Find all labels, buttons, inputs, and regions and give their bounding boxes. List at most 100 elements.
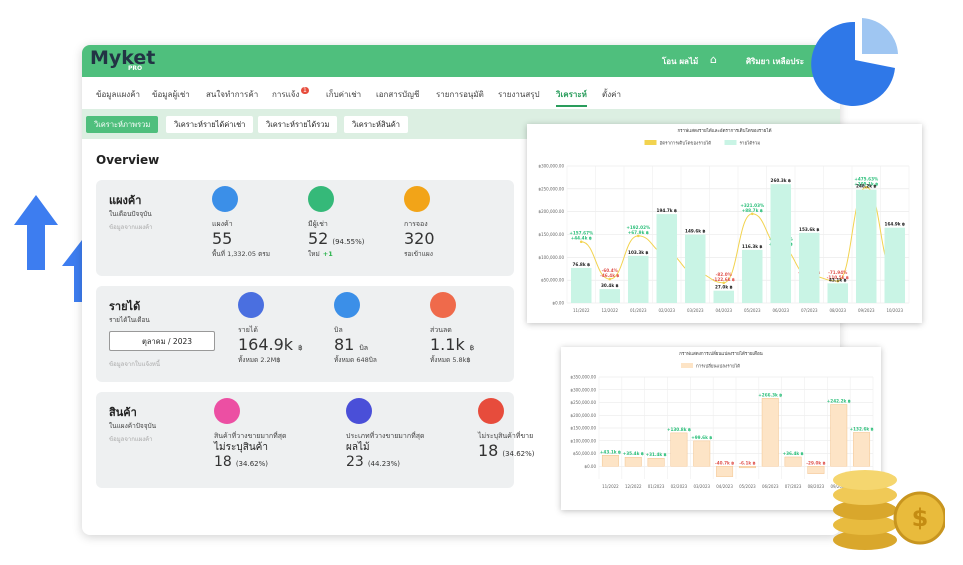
legend-swatch xyxy=(644,140,657,145)
stat-percent: (44.23%) xyxy=(367,460,400,468)
legend-label: อัตราการเติบโตของรายได้ xyxy=(660,140,712,147)
section-title: รายได้ xyxy=(109,300,141,313)
stat-name: ผลไม้ xyxy=(346,442,370,453)
x-tick-label: 04/2023 xyxy=(715,308,732,313)
section-source: ข้อมูลจากแผงค้า xyxy=(109,224,153,231)
x-tick-label: 05/2023 xyxy=(739,484,756,489)
growth-label: +192.02% xyxy=(626,225,651,230)
y-tick-label: ฿250,000.00 xyxy=(571,400,597,405)
stat-percent: (94.55%) xyxy=(332,238,365,246)
y-tick-label: ฿250,000.00 xyxy=(539,186,565,191)
nav-item[interactable]: วิเคราะห์ xyxy=(556,88,587,107)
x-tick-label: 05/2023 xyxy=(744,308,761,313)
chart-panel: กราฟแสดงรายได้และอัตราการเติบโตของรายได้… xyxy=(527,124,922,323)
y-tick-label: ฿100,000.00 xyxy=(571,438,597,443)
stat-note: รอเข้าแผง xyxy=(404,249,433,259)
bar xyxy=(830,404,848,467)
y-tick-label: ฿50,000.00 xyxy=(541,278,564,283)
sub-tab[interactable]: วิเคราะห์สินค้า xyxy=(344,116,408,133)
change-label: +67.9k ฿ xyxy=(628,230,649,235)
change-label: +44.4k ฿ xyxy=(571,236,592,241)
overview-section: สินค้า ในแผงค้าปัจจุบัน ข้อมูลจากแผงค้า สิน… xyxy=(96,392,535,488)
growth-label: -71.94% xyxy=(828,270,848,275)
bar-label: +130.8k ฿ xyxy=(667,427,691,432)
nav-item[interactable]: รายการอนุมัติ xyxy=(436,90,484,99)
growth-label: +157.67% xyxy=(569,231,594,236)
x-tick-label: 09/2023 xyxy=(830,484,847,489)
x-tick-label: 08/2023 xyxy=(829,308,846,313)
nav-item[interactable]: เก็บค่าเช่า xyxy=(326,90,362,99)
y-tick-label: ฿350,000.00 xyxy=(571,375,597,380)
sub-tab[interactable]: วิเคราะห์รายได้รวม xyxy=(258,116,338,133)
home-icon[interactable]: ⌂ xyxy=(710,53,717,66)
chart-title: กราฟแสดงรายได้และอัตราการเติบโตของรายได้ xyxy=(677,127,771,134)
y-tick-label: ฿300,000.00 xyxy=(571,387,597,392)
stat-label: การจอง xyxy=(404,220,428,228)
nav-item[interactable]: ตั้งค่า xyxy=(602,90,621,99)
bar-label: +35.4k ฿ xyxy=(623,451,644,456)
y-tick-label: ฿100,000.00 xyxy=(539,255,565,260)
change-label: -110.5k ฿ xyxy=(827,275,849,280)
date-picker[interactable]: ตุลาคม / 2023 xyxy=(109,331,215,351)
stat-label: ส่วนลด xyxy=(430,326,452,334)
growth-point xyxy=(722,281,726,285)
bar-label: +266.3k ฿ xyxy=(758,392,782,397)
store-name[interactable]: โอน ผลไม้ xyxy=(662,57,699,66)
nav-badge: 1 xyxy=(301,87,309,94)
stat-note: ทั้งหมด 5.8k฿ xyxy=(430,355,471,365)
x-tick-label: 06/2023 xyxy=(762,484,779,489)
overview-section: แผงค้า ในเดือนปัจจุบัน ข้อมูลจากแผงค้า แผงค… xyxy=(96,180,514,276)
growth-point xyxy=(864,185,868,189)
growth-label: -82.0% xyxy=(716,272,733,277)
nav-item[interactable]: ข้อมูลผู้เช่า xyxy=(152,90,190,99)
stat-icon xyxy=(404,186,430,212)
section-subtitle: ในแผงค้าปัจจุบัน xyxy=(109,422,157,430)
user-name[interactable]: ศิริมยา เหลือประ xyxy=(746,57,804,66)
x-tick-label: 06/2023 xyxy=(772,308,789,313)
x-tick-label: 07/2023 xyxy=(785,484,802,489)
x-tick-label: 02/2023 xyxy=(671,484,688,489)
x-tick-label: 01/2023 xyxy=(648,484,665,489)
bar xyxy=(624,456,642,467)
stat-value: 52 (94.55%) xyxy=(308,229,365,248)
sub-tab[interactable]: วิเคราะห์ภาพรวม xyxy=(86,116,159,133)
change-label: +205.1k ฿ xyxy=(854,181,878,186)
x-tick-label: 03/2023 xyxy=(687,308,704,313)
bar xyxy=(853,432,871,467)
overview-section: รายได้ รายได้ในเดือน ตุลาคม / 2023 ข้อมูลจา… xyxy=(96,286,514,382)
stat-label: มีผู้เช่า xyxy=(308,220,328,228)
nav-item[interactable]: การแจ้ง xyxy=(272,90,300,99)
bar xyxy=(738,466,756,469)
x-tick-label: 03/2023 xyxy=(693,484,710,489)
bar xyxy=(684,234,706,303)
nav-item[interactable]: ข้อมูลแผงค้า xyxy=(96,90,141,99)
bar-label: -6.1k ฿ xyxy=(739,460,755,465)
stat-number: 1.1k xyxy=(430,335,465,354)
bar-label: 116.3k ฿ xyxy=(742,244,762,249)
logo: Myket xyxy=(90,47,156,69)
nav-item[interactable]: สนใจทำการค้า xyxy=(206,90,259,99)
nav-bar: ข้อมูลแผงค้า ข้อมูลผู้เช่า สนใจทำการค้า การ… xyxy=(82,77,840,107)
growth-point xyxy=(579,240,583,244)
x-tick-label: 08/2023 xyxy=(808,484,825,489)
growth-point xyxy=(636,234,640,238)
bar-label: +31.4k ฿ xyxy=(646,452,667,457)
stat-note: ใหม่ +1 xyxy=(308,249,333,259)
bar xyxy=(770,184,792,303)
logo-sub: PRO xyxy=(128,65,143,72)
section-subtitle: ในเดือนปัจจุบัน xyxy=(109,210,152,218)
stat-number: 81 xyxy=(334,335,355,354)
svg-text:$: $ xyxy=(912,504,929,532)
growth-label: +475.63% xyxy=(854,176,879,181)
sub-tab[interactable]: วิเคราะห์รายได้ค่าเช่า xyxy=(166,116,254,133)
x-tick-label: 01/2023 xyxy=(630,308,647,313)
growth-line xyxy=(581,186,895,284)
bar xyxy=(656,214,678,303)
nav-item[interactable]: รายงานสรุป xyxy=(498,90,540,99)
nav-item[interactable]: เอกสารบัญชี xyxy=(376,90,420,99)
pie-decoration xyxy=(811,21,895,106)
stat-value: 164.9k ฿ xyxy=(238,335,303,354)
stat-name: ไม่ระบุสินค้า xyxy=(214,442,268,453)
stat-icon xyxy=(334,292,360,318)
